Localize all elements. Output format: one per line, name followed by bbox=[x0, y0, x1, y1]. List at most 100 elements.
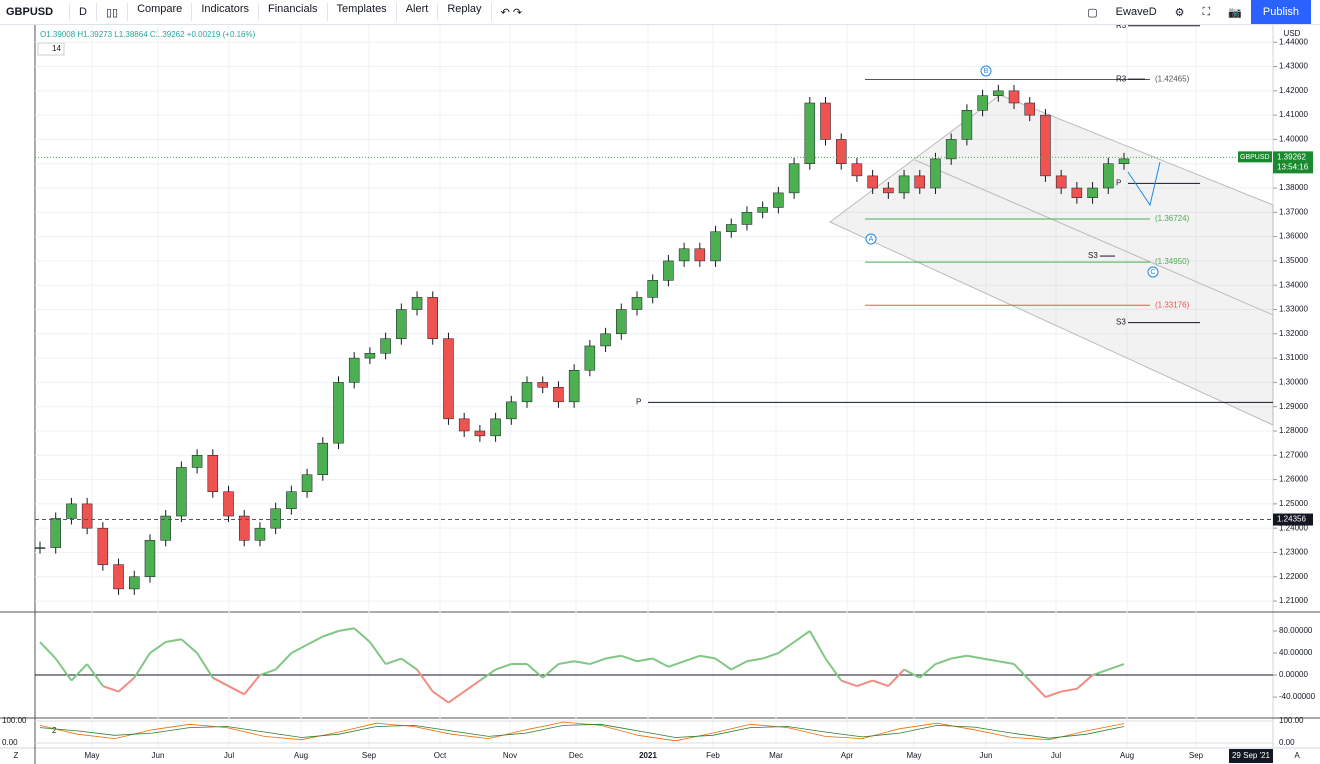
wave-label: C bbox=[1150, 269, 1155, 276]
candle bbox=[883, 187, 894, 194]
candle bbox=[647, 280, 658, 298]
candle bbox=[757, 207, 768, 213]
toolbar-item[interactable]: Financials bbox=[268, 3, 318, 15]
candle bbox=[113, 564, 124, 590]
oscillator-segment bbox=[777, 641, 795, 654]
oscillator-segment bbox=[353, 627, 371, 643]
candle bbox=[820, 102, 831, 140]
interval[interactable]: D bbox=[79, 6, 87, 18]
candle bbox=[364, 352, 376, 359]
candle bbox=[835, 139, 847, 164]
indicator-badge[interactable] bbox=[37, 42, 65, 56]
toolbar-item[interactable]: Replay bbox=[447, 3, 482, 15]
candle bbox=[568, 370, 580, 403]
wave-circle bbox=[865, 233, 877, 245]
candle bbox=[1118, 158, 1130, 164]
toolbar-item[interactable]: Compare bbox=[137, 3, 183, 15]
oscillator-segment bbox=[840, 679, 858, 688]
settings[interactable]: ⚙ bbox=[1174, 6, 1185, 19]
oscillator-segment bbox=[542, 663, 560, 679]
layout-name[interactable]: EwaveD bbox=[1115, 6, 1157, 18]
oscillator-segment bbox=[447, 690, 465, 704]
candle bbox=[537, 382, 548, 388]
oscillator-segment bbox=[369, 641, 387, 665]
candle bbox=[945, 139, 957, 160]
oscillator-segment bbox=[165, 638, 182, 643]
x-tick-label: Apr bbox=[841, 751, 854, 760]
fullscreen[interactable]: ⛶ bbox=[1202, 5, 1211, 18]
fib-label: (1.36724) bbox=[1155, 214, 1190, 223]
oscillator-segment bbox=[322, 630, 339, 638]
snapshot[interactable]: 📷 bbox=[1228, 6, 1242, 19]
candle bbox=[286, 491, 297, 509]
oscillator-segment bbox=[1107, 663, 1125, 671]
toolbar-right: ▢ EwaveD ⚙ ⛶ 📷 Publish bbox=[1069, 0, 1320, 24]
y-tick-label: 1.36000 bbox=[1279, 232, 1308, 241]
y-tick-label: 1.27000 bbox=[1279, 450, 1308, 459]
candle bbox=[474, 430, 486, 437]
oscillator-segment bbox=[479, 668, 497, 682]
toolbar-items: Compare Indicators Financials Templates Aler… bbox=[128, 3, 492, 21]
oscillator-segment bbox=[746, 657, 763, 663]
separator bbox=[326, 3, 328, 21]
crosshair-price: 1.24356 bbox=[1277, 515, 1306, 524]
separator bbox=[127, 3, 129, 21]
oscillator-segment bbox=[699, 654, 716, 660]
candle bbox=[898, 175, 910, 194]
oscillator-segment bbox=[1029, 679, 1047, 698]
oscillator-segment bbox=[102, 685, 119, 693]
oscillator-segment bbox=[668, 660, 685, 668]
candle bbox=[804, 102, 816, 164]
countdown: 13:54:16 bbox=[1277, 162, 1309, 171]
x-tick-label: 2021 bbox=[639, 751, 657, 760]
wave-circle bbox=[980, 65, 992, 77]
candle bbox=[1040, 114, 1051, 177]
y-tick-label: 1.25000 bbox=[1279, 499, 1308, 508]
symbol[interactable]: GBPUSD bbox=[6, 6, 54, 18]
chart-type[interactable]: ▯▯ bbox=[105, 6, 119, 19]
oscillator-segment bbox=[180, 638, 198, 654]
oscillator-segment bbox=[589, 657, 606, 665]
toolbar-item[interactable]: Alert bbox=[405, 3, 429, 15]
oscillator-segment bbox=[714, 657, 732, 671]
stochastic-line bbox=[39, 723, 1125, 739]
candle bbox=[678, 248, 690, 262]
oscillator-segment bbox=[652, 657, 669, 668]
publish-button[interactable]: Publish bbox=[1250, 0, 1311, 24]
wave-label: B bbox=[984, 68, 989, 75]
candle bbox=[725, 224, 737, 233]
oscillator-segment bbox=[400, 657, 418, 671]
oscillator-segment bbox=[54, 657, 73, 682]
indicator-param: 14 bbox=[52, 44, 61, 53]
oscillator-segment bbox=[306, 635, 324, 646]
candle bbox=[1087, 187, 1098, 198]
symbol-box bbox=[1238, 151, 1272, 163]
candle bbox=[1071, 187, 1083, 198]
oscillator-segment bbox=[636, 657, 653, 663]
candle bbox=[254, 527, 266, 541]
oscillator-segment bbox=[290, 643, 308, 654]
layout-icon[interactable]: ▢ bbox=[1087, 6, 1098, 19]
candle bbox=[851, 163, 863, 177]
toolbar-item[interactable]: Indicators bbox=[201, 3, 250, 15]
toolbar-item[interactable]: Templates bbox=[336, 3, 387, 15]
currency[interactable]: USD bbox=[1284, 29, 1301, 38]
y-tick-label: 80.00000 bbox=[1279, 626, 1313, 635]
candle bbox=[1008, 90, 1020, 104]
corner-a: A bbox=[1294, 751, 1300, 760]
candle bbox=[1103, 163, 1114, 189]
x-tick-label: Jul bbox=[224, 751, 234, 760]
candle bbox=[427, 297, 439, 339]
cursor-date-box bbox=[1229, 749, 1273, 763]
candle bbox=[663, 260, 674, 281]
undo[interactable]: ↶ ↷ bbox=[500, 6, 523, 19]
oscillator-segment bbox=[998, 660, 1015, 666]
candle bbox=[66, 503, 77, 519]
separator bbox=[258, 3, 260, 21]
candle bbox=[50, 518, 61, 548]
pivot-label: S3 bbox=[1088, 251, 1098, 260]
pivot-label: S3 bbox=[1116, 318, 1126, 327]
x-tick-label: Sep bbox=[362, 751, 377, 760]
separator bbox=[191, 3, 193, 21]
oscillator-segment bbox=[856, 679, 873, 688]
